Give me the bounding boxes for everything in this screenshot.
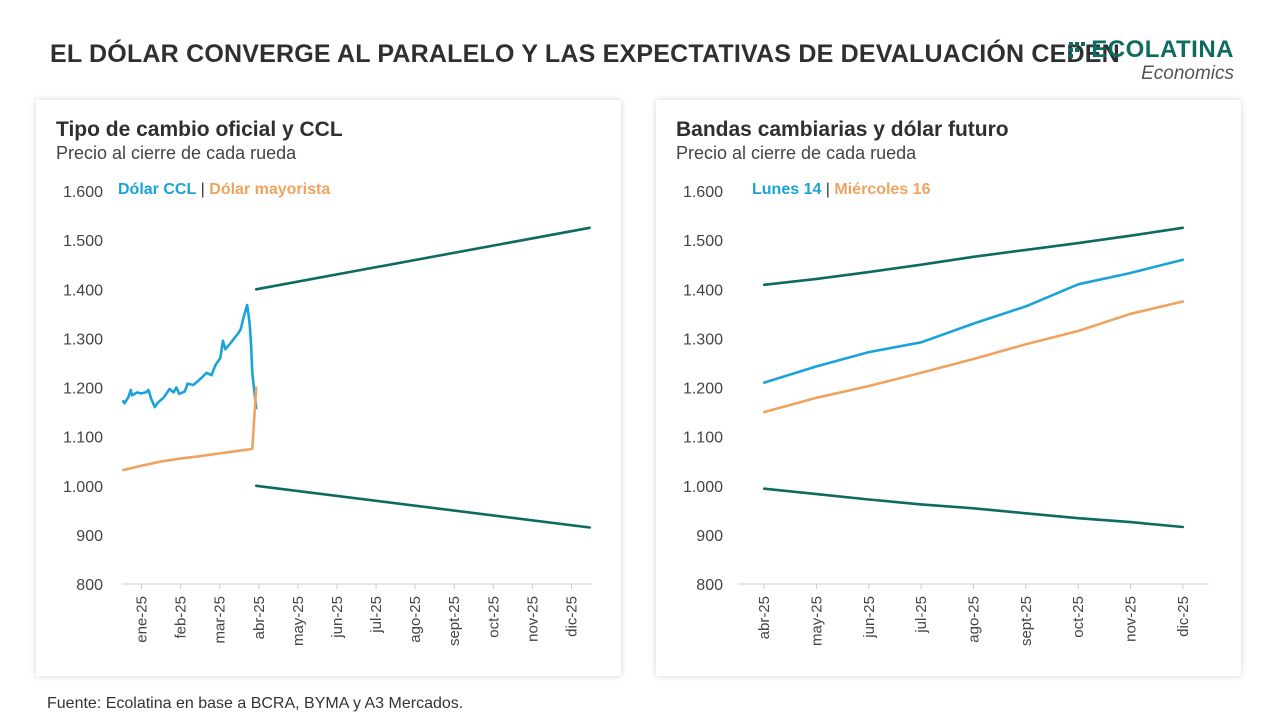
left-x-tick-label: mar-25: [212, 596, 229, 644]
right-y-tick-label: 1.300: [683, 331, 723, 348]
right-y-tick-label: 1.400: [683, 282, 723, 299]
left-legend: Dólar CCL | Dólar mayorista: [118, 181, 330, 198]
brand-logo: ECOLATINA Economics: [1069, 38, 1234, 85]
line-chart-right: 800 900 1.000 1.100 1.200 1.300 1.400 1.500 1.60…: [683, 181, 1209, 646]
left-x-tick-label: dic-25: [563, 596, 580, 637]
right-x-tick-label: jun-25: [861, 596, 878, 639]
legend-item: Lunes 14: [752, 181, 821, 198]
series-line: [762, 487, 1185, 529]
brand-name: ECOLATINA: [1091, 36, 1234, 63]
legend-item: Dólar CCL: [118, 181, 196, 198]
chart-title-right: Bandas cambiarias y dólar futuro: [676, 118, 1009, 141]
left-y-tick-label: 1.500: [63, 233, 103, 250]
source-note: Fuente: Ecolatina en base a BCRA, BYMA y…: [47, 695, 464, 712]
right-x-tick-label: abr-25: [756, 596, 773, 639]
legend-item: Miércoles 16: [834, 181, 930, 198]
series-line: [762, 300, 1185, 414]
left-y-tick-label: 1.300: [63, 331, 103, 348]
left-x-tick-label: may-25: [290, 596, 307, 646]
series-line: [254, 226, 592, 291]
right-x-tick-label: ago-25: [966, 596, 983, 643]
left-x-tick-label: nov-25: [524, 596, 541, 642]
chart-subtitle-right: Precio al cierre de cada rueda: [676, 143, 917, 163]
right-x-tick-label: may-25: [809, 596, 826, 646]
left-y-tick-label: 1.600: [63, 184, 103, 201]
chart-panel-left: Tipo de cambio oficial y CCL Precio al c…: [36, 100, 621, 676]
right-x-tick-label: sept-25: [1018, 596, 1035, 646]
chart-title-left: Tipo de cambio oficial y CCL: [56, 118, 343, 141]
legend-separator: |: [196, 181, 209, 198]
left-x-tick-label: feb-25: [173, 596, 190, 639]
right-x-tick-label: nov-25: [1123, 596, 1140, 642]
series-line: [762, 258, 1185, 384]
left-y-tick-label: 1.400: [63, 282, 103, 299]
right-y-tick-label: 800: [696, 577, 723, 594]
left-y-tick-label: 1.100: [63, 430, 103, 447]
left-y-tick-label: 1.000: [63, 479, 103, 496]
brand-subtitle: Economics: [1141, 63, 1234, 84]
main-title: EL DÓLAR CONVERGE AL PARALELO Y LAS EXPE…: [50, 40, 1120, 68]
left-y-tick-label: 800: [76, 577, 103, 594]
legend-separator: |: [821, 181, 834, 198]
right-x-tick-label: oct-25: [1070, 596, 1087, 638]
left-y-tick-label: 1.200: [63, 381, 103, 398]
left-x-tick-label: jun-25: [329, 596, 346, 639]
right-y-tick-label: 1.200: [683, 381, 723, 398]
chart-panel-right: Bandas cambiarias y dólar futuro Precio …: [656, 100, 1241, 676]
series-line: [762, 226, 1185, 287]
left-x-tick-label: sept-25: [446, 596, 463, 646]
series-line: [122, 303, 258, 410]
brand-mark-icon: [1069, 42, 1086, 58]
left-x-tick-label: oct-25: [485, 596, 502, 638]
chart-subtitle-left: Precio al cierre de cada rueda: [56, 143, 297, 163]
right-y-tick-label: 1.000: [683, 479, 723, 496]
left-x-tick-label: ene-25: [134, 596, 151, 643]
right-y-tick-label: 900: [696, 528, 723, 545]
right-legend: Lunes 14 | Miércoles 16: [752, 181, 931, 198]
right-y-tick-label: 1.500: [683, 233, 723, 250]
left-x-tick-label: abr-25: [251, 596, 268, 639]
left-x-tick-label: ago-25: [407, 596, 424, 643]
series-line: [122, 386, 258, 472]
line-chart-left: 800 900 1.000 1.100 1.200 1.300 1.400 1.500 1.60…: [63, 181, 592, 646]
series-line: [254, 484, 592, 529]
right-x-tick-label: jul-25: [913, 596, 930, 634]
left-y-tick-label: 900: [76, 528, 103, 545]
right-x-tick-label: dic-25: [1175, 596, 1192, 637]
legend-item: Dólar mayorista: [209, 181, 330, 198]
left-x-tick-label: jul-25: [368, 596, 385, 634]
right-y-tick-label: 1.100: [683, 430, 723, 447]
right-y-tick-label: 1.600: [683, 184, 723, 201]
